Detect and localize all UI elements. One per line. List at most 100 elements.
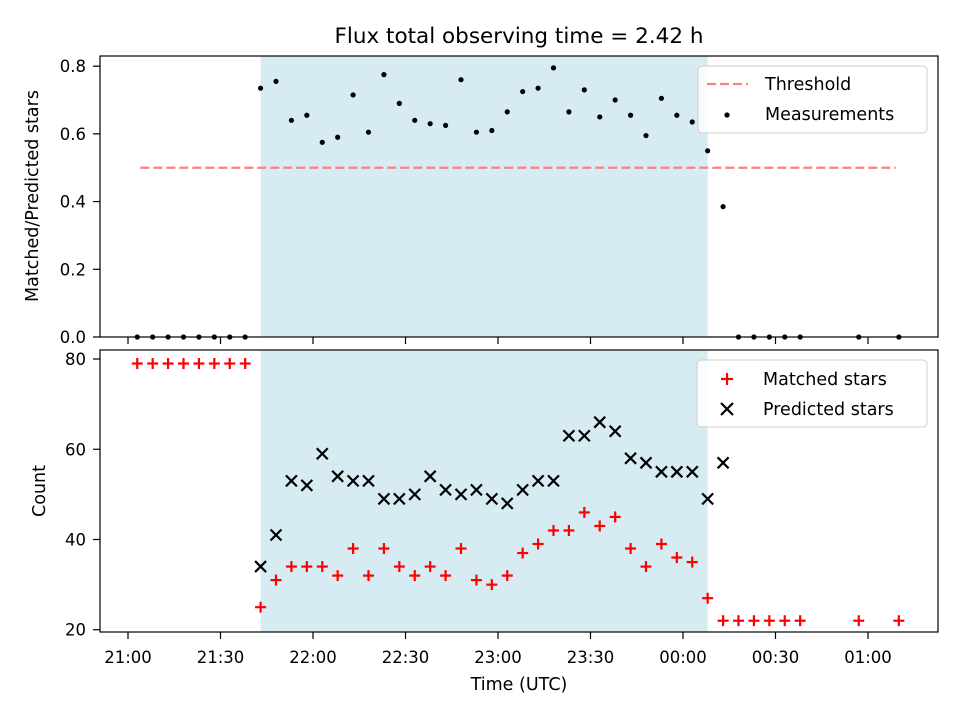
legend-predicted-label: Predicted stars [763,400,894,420]
x-tick-label-6: 00:00 [659,648,707,667]
matched-star-marker-44 [853,615,865,627]
predicted-star-marker-6 [346,474,360,488]
matched-star-marker-11 [301,561,313,573]
measurement-point-10 [288,117,295,123]
measurement-point-30 [597,114,603,120]
predicted-star-marker-18 [531,474,545,488]
matched-star-marker-19 [424,561,436,573]
matched-star-marker-32 [625,543,637,555]
measurement-point-33 [643,132,649,139]
predicted-star-marker-11 [423,470,437,483]
measurement-point-17 [396,100,402,106]
legend-matched-swatch [721,373,733,385]
measurement-point-9 [273,78,279,84]
matched-star-marker-38 [717,615,729,627]
top-y-axis-label: Matched/Predicted stars [23,90,43,302]
matched-star-marker-33 [640,561,652,573]
measurement-point-31 [612,97,618,103]
predicted-star-marker-19 [547,474,560,488]
matched-star-marker-2 [162,358,174,370]
measurement-point-32 [627,112,634,118]
predicted-star-marker-12 [439,483,452,497]
measurement-point-23 [489,127,495,134]
top-y-tick-label-3: 0.6 [60,125,86,144]
predicted-star-marker-1 [269,528,283,542]
measurement-point-35 [674,112,680,118]
predicted-star-marker-20 [562,429,576,443]
x-tick-label-1: 21:30 [197,648,245,667]
matched-star-marker-30 [594,520,606,532]
predicted-star-marker-16 [500,497,514,510]
measurement-point-13 [335,134,341,140]
predicted-star-marker-21 [578,429,591,443]
legend-measurements-swatch [724,112,730,118]
bottom-plot-frame [99,349,939,633]
matched-star-marker-12 [316,561,328,573]
matched-star-marker-28 [563,524,575,536]
measurement-point-20 [442,122,449,129]
matched-star-marker-26 [532,538,544,550]
matched-star-marker-7 [239,358,251,370]
matched-star-marker-5 [208,358,220,370]
legend-threshold-label: Threshold [764,75,851,95]
matched-star-marker-4 [193,358,205,370]
matched-star-marker-39 [733,615,744,627]
measurement-point-19 [427,121,433,127]
measurement-point-16 [381,72,387,78]
matched-star-marker-16 [378,543,390,555]
predicted-star-marker-4 [315,447,329,461]
x-axis-label: Time (UTC) [470,675,568,695]
legend-predicted-swatch [720,402,734,416]
top-shaded-interval [260,56,708,337]
measurement-point-8 [257,85,264,91]
matched-star-marker-43 [794,615,806,627]
predicted-star-marker-0 [254,560,267,573]
matched-star-marker-15 [363,570,374,582]
predicted-star-marker-25 [639,456,653,470]
predicted-star-marker-28 [685,465,699,479]
measurement-point-14 [350,92,356,98]
x-tick-label-8: 01:00 [844,648,892,667]
measurement-point-38 [720,204,726,210]
measurement-point-25 [520,88,526,95]
x-tick-label-4: 23:00 [474,648,522,667]
x-tick-label-3: 22:30 [382,648,430,667]
matched-star-marker-35 [671,552,683,564]
matched-star-marker-10 [285,561,297,573]
matched-star-marker-31 [609,511,621,523]
predicted-star-marker-23 [608,424,622,438]
predicted-star-marker-5 [331,470,344,483]
top-panel: 0.00.20.40.60.8 Matched/Predicted stars … [23,55,939,347]
measurement-point-15 [365,129,372,135]
matched-star-marker-18 [409,570,421,582]
matched-star-marker-6 [224,358,236,370]
bottom-legend: Matched stars Predicted stars [696,359,928,428]
matched-star-marker-13 [332,570,344,582]
predicted-star-marker-24 [624,452,637,465]
measurement-point-29 [581,87,587,93]
bottom-y-tick-label-1: 40 [65,531,86,550]
predicted-star-marker-14 [470,483,483,497]
matched-star-marker-34 [655,538,667,550]
measurement-point-37 [705,148,711,154]
matched-star-marker-25 [517,547,529,559]
x-tick-label-0: 21:00 [104,648,152,667]
x-tick-label-5: 23:30 [567,648,615,667]
predicted-star-marker-10 [408,488,422,501]
matched-star-marker-8 [255,601,267,613]
matched-star-marker-0 [131,358,143,370]
legend-measurements-label: Measurements [765,105,894,125]
matched-star-marker-29 [578,506,590,518]
chart-title: Flux total observing time = 2.42 h [335,24,704,49]
bottom-shaded-interval [260,350,708,632]
predicted-star-marker-15 [485,492,499,506]
measurement-point-27 [550,65,557,71]
predicted-star-marker-2 [285,474,298,488]
measurement-point-26 [535,85,541,91]
matched-star-marker-37 [702,592,714,604]
measurement-point-11 [304,112,310,118]
bottom-y-tick-label-3: 80 [65,350,86,369]
top-legend: Threshold Measurements [697,65,928,134]
predicted-star-marker-22 [593,415,607,429]
matched-star-marker-24 [501,570,513,582]
